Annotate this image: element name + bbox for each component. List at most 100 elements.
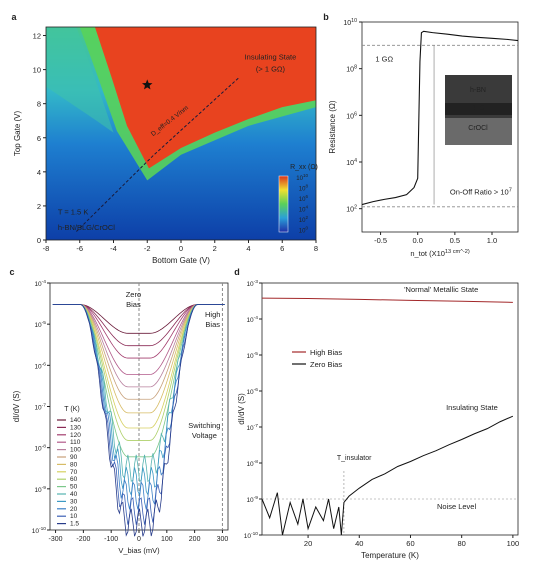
panel-d-letter: d xyxy=(234,267,240,277)
panel-a-ytick-label: 0 xyxy=(37,236,41,245)
panel-c-xlabel: V_bias (mV) xyxy=(118,546,160,555)
panel-c-ylabel: dI/dV (S) xyxy=(12,390,21,422)
panel-b-ylabel: Resistance (Ω) xyxy=(328,100,337,153)
legend-label: 100 xyxy=(70,447,81,454)
metallic-state-label: 'Normal' Metallic State xyxy=(404,285,478,294)
insulating-state-sublabel: (> 1 GΩ) xyxy=(256,64,286,73)
high-bias-label-2: Bias xyxy=(205,320,220,329)
panel-c-xtick-label: 300 xyxy=(217,536,229,543)
panel-b-xlabel: n_tot (X1013 cm^-2) xyxy=(410,249,470,258)
panel-a-ytick-label: 4 xyxy=(37,168,41,177)
panel-c-ytick-label: 10-4 xyxy=(34,279,46,288)
panel-a-xtick-label: 4 xyxy=(246,244,250,253)
panel-d-frame xyxy=(261,282,519,536)
panel-c-letter: c xyxy=(9,267,14,277)
legend-label: 20 xyxy=(70,506,78,513)
star-marker xyxy=(142,79,153,90)
colorbar xyxy=(278,175,289,233)
panel-c-xtick-label: 200 xyxy=(189,536,201,543)
resistance-curve xyxy=(361,30,519,206)
panel-a-xtick-label: 2 xyxy=(213,244,217,253)
panel-d-ytick-label: 10-8 xyxy=(246,459,258,468)
panel-a-xtick-label: 8 xyxy=(314,244,318,253)
panel-b-frame xyxy=(361,21,519,233)
panel-d-xtick-label: 40 xyxy=(355,539,363,548)
panel-d-xtick-label: 20 xyxy=(304,539,312,548)
panel-a-ylabel: Top Gate (V) xyxy=(13,110,22,156)
panel-b-ytick-label: 1010 xyxy=(343,18,357,27)
panel-d-xlabel: Temperature (K) xyxy=(361,551,419,560)
panel-c-xtick-label: 100 xyxy=(161,536,173,543)
panel-c-xtick-label: 0 xyxy=(137,536,141,543)
one-gohm-label: 1 GΩ xyxy=(375,55,393,64)
panel-b-ytick-label: 104 xyxy=(346,158,357,167)
panel-c-ytick-label: 10-8 xyxy=(34,444,46,453)
panel-d-ytick-label: 10-7 xyxy=(246,423,258,432)
panel-c-xtick-label: -200 xyxy=(76,536,90,543)
high-bias-label: High xyxy=(205,310,220,319)
legend-label: 130 xyxy=(70,424,81,431)
panel-a-ytick-label: 2 xyxy=(37,202,41,211)
panel-d-ytick-label: 10-10 xyxy=(244,531,259,540)
inset-hbn-label: h-BN xyxy=(470,87,486,94)
inset-blg-label: BLG xyxy=(471,105,485,112)
zero-bias-label-2: Bias xyxy=(126,300,141,309)
panel-b-letter: b xyxy=(323,12,329,22)
temperature-label: T = 1.5 K xyxy=(58,207,89,216)
insulating-region xyxy=(94,27,316,169)
panel-a-xtick-label: 0 xyxy=(179,244,183,253)
colorbar-tick: 102 xyxy=(299,215,309,224)
legend-label: 30 xyxy=(70,498,78,505)
panel-b-ytick-label: 102 xyxy=(346,205,357,214)
insulating-state-label: Insulating State xyxy=(245,52,297,61)
inset-crocl-layer xyxy=(445,118,512,145)
panel-a-xtick-label: -8 xyxy=(43,244,50,253)
legend-label: 1.5 xyxy=(70,521,79,528)
legend-label: 80 xyxy=(70,461,78,468)
panel-b-xtick-label: 0.5 xyxy=(450,236,460,245)
panel-d-ytick-label: 10-9 xyxy=(246,495,258,504)
panel-a-letter: a xyxy=(11,12,17,22)
legend-label: 70 xyxy=(70,469,78,476)
panel-a-xtick-label: -6 xyxy=(76,244,83,253)
upper-left-region xyxy=(46,27,114,133)
legend-label: 90 xyxy=(70,454,78,461)
legend-label: 60 xyxy=(70,476,78,483)
panel-c-xtick-label: -100 xyxy=(104,536,118,543)
legend-label: 10 xyxy=(70,513,78,520)
legend-label: 120 xyxy=(70,432,81,439)
panel-a-xtick-label: -2 xyxy=(144,244,151,253)
colorbar-tick: 104 xyxy=(299,205,309,214)
panel-a-ytick-label: 6 xyxy=(37,134,41,143)
panel-a-xtick-label: -4 xyxy=(110,244,117,253)
legend-title: T (K) xyxy=(64,406,79,413)
panel-d-ylabel: dI/dV (S) xyxy=(237,393,246,425)
legend-high-bias-label: High Bias xyxy=(310,348,342,357)
legend-label: 110 xyxy=(70,439,81,446)
panel-c-xtick-label: -300 xyxy=(49,536,63,543)
insulating-state-label-d: Insulating State xyxy=(446,403,498,412)
dIdV-curve-1.5K xyxy=(52,304,225,537)
colorbar-tick: 100 xyxy=(299,226,309,235)
legend-label: 140 xyxy=(70,417,81,424)
panel-a-xtick-label: 6 xyxy=(280,244,284,253)
noise-level-label: Noise Level xyxy=(437,502,477,511)
panel-b-xtick-label: -0.5 xyxy=(374,236,387,245)
panel-d-xtick-label: 100 xyxy=(507,539,520,548)
switching-voltage-label-2: Voltage xyxy=(192,431,217,440)
inset-blg-layer xyxy=(445,103,512,115)
panel-b-xtick-label: 0.0 xyxy=(412,236,422,245)
panel-c-ytick-label: 10-10 xyxy=(32,526,47,535)
panel-d-ytick-label: 10-5 xyxy=(246,351,258,360)
displacement-field-line xyxy=(76,77,239,232)
panel-d-ytick-label: 10-4 xyxy=(246,315,258,324)
panel-c-ytick-label: 10-9 xyxy=(34,485,46,494)
colorbar-label: R_xx (Ω) xyxy=(290,164,318,171)
panel-a-ytick-label: 10 xyxy=(33,66,41,75)
panel-c-ytick-label: 10-7 xyxy=(34,403,46,412)
zero-bias-curve xyxy=(261,415,514,536)
colorbar-tick: 108 xyxy=(299,184,309,193)
panel-c-ytick-label: 10-5 xyxy=(34,320,46,329)
panel-a-xlabel: Bottom Gate (V) xyxy=(152,256,210,265)
